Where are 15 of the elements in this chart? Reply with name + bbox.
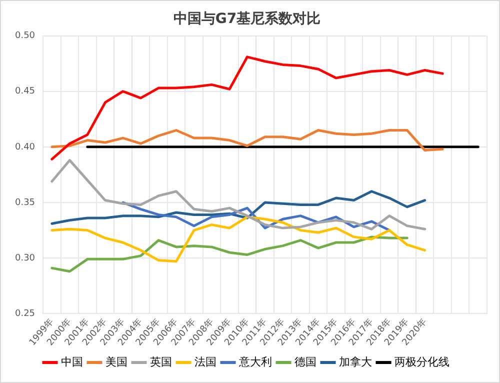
legend-label: 英国 — [150, 355, 172, 368]
chart-title: 中国与G7基尼系数对比 — [173, 11, 321, 28]
legend-label: 德国 — [294, 355, 316, 368]
legend-label: 意大利 — [238, 355, 272, 368]
y-tick-label: 0.45 — [14, 86, 36, 97]
legend-label: 法国 — [194, 355, 216, 368]
y-tick-label: 0.25 — [14, 308, 36, 319]
y-tick-label: 0.35 — [14, 198, 36, 208]
legend-label: 加拿大 — [339, 355, 372, 368]
legend-label: 中国 — [61, 355, 83, 368]
legend-label: 两极分化线 — [394, 355, 450, 368]
legend-label: 美国 — [106, 355, 128, 368]
y-tick-label: 0.30 — [14, 253, 36, 264]
y-tick-label: 0.50 — [14, 31, 36, 42]
y-tick-label: 0.40 — [14, 142, 36, 152]
